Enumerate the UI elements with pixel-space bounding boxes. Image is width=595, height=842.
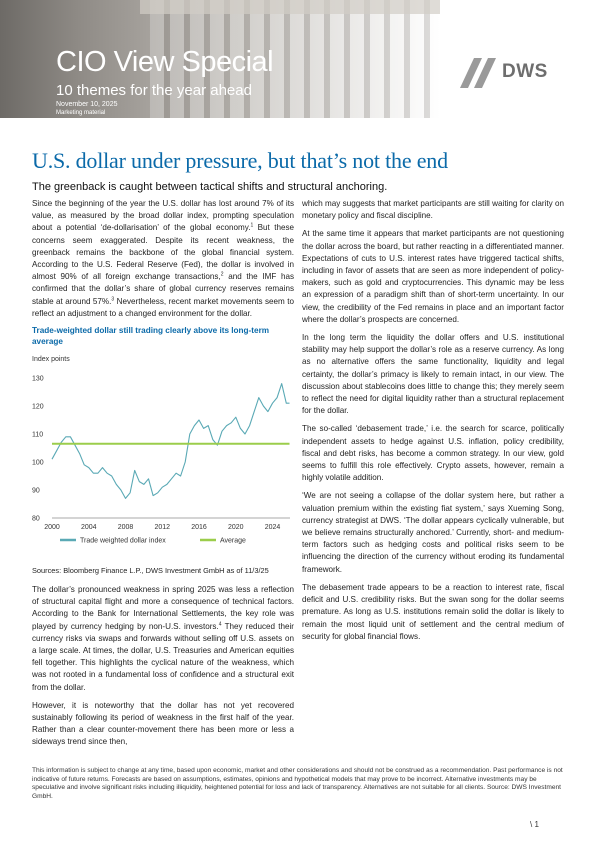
legend-label: Average <box>220 538 246 545</box>
article-lede: The greenback is caught between tactical… <box>32 181 388 193</box>
left-column: Since the beginning of the year the U.S.… <box>32 198 294 755</box>
chart-title: Trade-weighted dollar still trading clea… <box>32 326 270 346</box>
report-subtitle: 10 themes for the year ahead <box>56 82 252 99</box>
dws-slash-icon <box>460 58 496 88</box>
paragraph: At the same time it appears that market … <box>302 229 564 324</box>
x-tick-label: 2000 <box>44 524 60 531</box>
dollar-index-chart: Index points 80 90 100 110 120 130 2000 2004 2008… <box>32 350 294 572</box>
x-tick-label: 2024 <box>265 524 281 531</box>
dws-logo: DWS <box>460 58 560 88</box>
marketing-note: Marketing material <box>56 110 106 116</box>
paragraph: which may suggests that market participa… <box>302 199 564 221</box>
footnote-mark: 3 <box>111 295 115 302</box>
y-tick-label: 120 <box>32 404 44 411</box>
header-photo <box>0 0 440 118</box>
chart-sources: Sources: Bloomberg Finance L.P., DWS Inv… <box>32 566 269 576</box>
disclaimer: This information is subject to change at… <box>32 767 563 800</box>
report-title: CIO View Special <box>56 46 274 78</box>
paragraph: The debasement trade appears to be a rea… <box>302 582 564 641</box>
paragraph: ‘We are not seeing a collapse of the dol… <box>302 491 564 574</box>
y-tick-label: 80 <box>32 516 40 523</box>
right-column: which may suggests that market participa… <box>302 198 564 649</box>
report-date: November 10, 2025 <box>56 101 118 108</box>
paragraph: The dollar’s pronounced weakness in spri… <box>32 585 294 692</box>
page-number: \ 1 <box>530 820 539 829</box>
y-tick-label: 90 <box>32 488 40 495</box>
y-axis-label: Index points <box>32 356 70 363</box>
footnote-mark: 1 <box>250 222 254 229</box>
chart-canvas: Index points 80 90 100 110 120 130 2000 2004 2008… <box>32 356 290 545</box>
article-headline: U.S. dollar under pressure, but that’s n… <box>32 148 448 173</box>
dws-logo-text: DWS <box>502 61 548 82</box>
report-header: CIO View Special 10 themes for the year … <box>0 0 595 118</box>
footnote-mark: 2 <box>220 271 224 278</box>
footnote-mark: 4 <box>218 620 222 627</box>
x-tick-label: 2012 <box>154 524 170 531</box>
y-tick-label: 110 <box>32 432 43 439</box>
header-photo-roof <box>140 0 440 14</box>
paragraph: Since the beginning of the year the U.S.… <box>32 199 295 318</box>
x-tick-label: 2020 <box>228 524 244 531</box>
paragraph: The so-called ‘debasement trade,’ i.e. t… <box>302 424 564 483</box>
header-photo-columns <box>150 0 440 118</box>
y-tick-label: 130 <box>32 376 44 383</box>
legend-label: Trade weighted dollar index <box>80 538 166 545</box>
paragraph: In the long term the liquidity the dolla… <box>302 333 564 416</box>
dollar-index-line <box>51 383 290 499</box>
x-tick-label: 2008 <box>118 524 134 531</box>
paragraph: However, it is noteworthy that the dolla… <box>32 700 294 747</box>
x-tick-label: 2016 <box>191 524 207 531</box>
x-tick-label: 2004 <box>81 524 97 531</box>
y-tick-label: 100 <box>32 460 44 467</box>
